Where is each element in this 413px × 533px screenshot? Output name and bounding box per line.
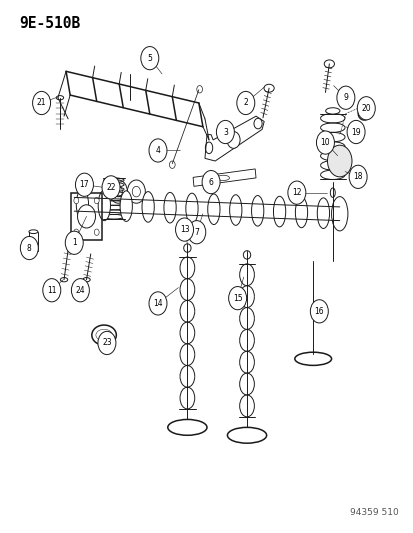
Text: 2: 2 [243,99,247,108]
Text: 17: 17 [79,180,89,189]
Ellipse shape [60,278,68,282]
Text: 12: 12 [292,188,301,197]
Circle shape [316,131,334,154]
Circle shape [236,91,254,115]
Text: 9: 9 [343,93,347,102]
Text: 23: 23 [102,338,112,348]
Circle shape [310,300,328,323]
Ellipse shape [294,352,331,366]
Text: 1: 1 [72,238,76,247]
Circle shape [348,165,366,189]
Text: 22: 22 [106,183,116,192]
Circle shape [132,187,140,197]
Text: 10: 10 [320,138,330,147]
Text: 21: 21 [37,99,46,108]
Text: 4: 4 [155,146,160,155]
Circle shape [226,132,240,148]
Text: 24: 24 [76,286,85,295]
Ellipse shape [76,189,88,220]
Ellipse shape [183,244,191,252]
Circle shape [127,180,145,203]
Ellipse shape [243,251,250,259]
Ellipse shape [229,195,241,225]
Ellipse shape [330,188,335,197]
Circle shape [169,161,175,168]
Ellipse shape [56,95,64,100]
Ellipse shape [294,197,307,228]
Bar [71,192,102,240]
Circle shape [253,118,261,129]
Ellipse shape [185,193,197,224]
Text: 6: 6 [208,177,213,187]
Circle shape [114,187,122,197]
Circle shape [175,218,193,241]
Circle shape [33,91,50,115]
Text: 19: 19 [350,127,360,136]
Circle shape [43,279,61,302]
Ellipse shape [316,198,329,229]
Circle shape [202,171,220,193]
Circle shape [149,292,166,315]
Circle shape [94,197,99,204]
Circle shape [188,221,205,244]
Circle shape [140,46,159,70]
Circle shape [109,180,127,203]
Circle shape [228,287,246,310]
Text: 16: 16 [314,307,323,316]
Ellipse shape [98,190,110,221]
Ellipse shape [29,249,38,253]
Ellipse shape [83,278,90,282]
Text: 13: 13 [179,225,189,234]
Text: 9E-510B: 9E-510B [19,16,80,31]
Text: 8: 8 [27,244,32,253]
Text: 15: 15 [232,294,242,303]
Circle shape [65,231,83,254]
Circle shape [327,145,351,177]
Circle shape [20,237,38,260]
Circle shape [346,120,364,143]
Circle shape [71,279,89,302]
Circle shape [196,86,202,93]
Circle shape [77,205,95,228]
Ellipse shape [251,196,263,226]
Circle shape [74,229,78,236]
Text: 94359 510: 94359 510 [349,508,398,517]
Circle shape [102,176,120,199]
Circle shape [75,173,93,196]
Circle shape [356,96,374,120]
Ellipse shape [92,325,116,345]
Ellipse shape [164,192,176,223]
Ellipse shape [273,196,285,227]
Text: 14: 14 [153,299,162,308]
Circle shape [287,181,305,204]
Text: 11: 11 [47,286,57,295]
Circle shape [98,332,116,354]
Text: 20: 20 [361,104,370,113]
Ellipse shape [120,191,132,221]
Circle shape [216,120,234,143]
Text: 18: 18 [353,172,362,181]
Circle shape [336,86,354,109]
Text: 5: 5 [147,54,152,63]
Circle shape [94,229,99,236]
Ellipse shape [207,194,219,224]
Ellipse shape [167,419,206,435]
Text: 3: 3 [223,127,227,136]
Ellipse shape [331,197,347,231]
Ellipse shape [227,427,266,443]
Text: 7: 7 [194,228,199,237]
Ellipse shape [96,329,112,341]
Circle shape [149,139,166,162]
Circle shape [74,197,78,204]
Ellipse shape [29,230,38,233]
Ellipse shape [325,108,339,114]
Ellipse shape [142,191,154,222]
